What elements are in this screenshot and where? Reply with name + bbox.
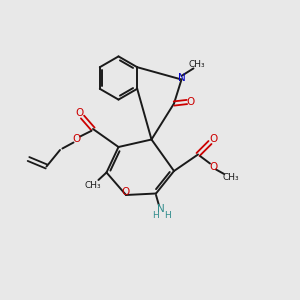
Text: O: O [209, 134, 218, 144]
Text: N: N [178, 73, 185, 83]
Text: O: O [122, 187, 130, 197]
Text: CH₃: CH₃ [188, 60, 205, 69]
Text: N: N [157, 204, 164, 214]
Text: O: O [75, 107, 84, 118]
Text: O: O [72, 134, 81, 145]
Text: O: O [186, 97, 195, 107]
Text: H: H [152, 211, 158, 220]
Text: CH₃: CH₃ [85, 181, 101, 190]
Text: CH₃: CH₃ [223, 172, 239, 182]
Text: H: H [164, 211, 170, 220]
Text: O: O [209, 161, 217, 172]
